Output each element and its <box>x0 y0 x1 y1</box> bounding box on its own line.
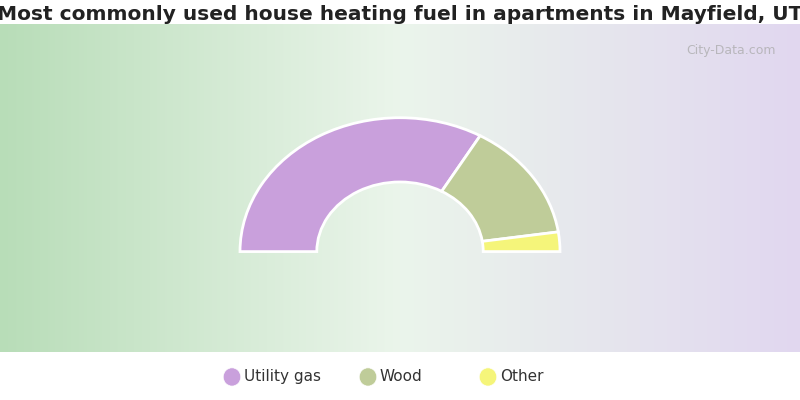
Wedge shape <box>442 136 558 241</box>
Text: Other: Other <box>500 370 543 384</box>
Wedge shape <box>482 232 560 252</box>
Text: Wood: Wood <box>380 370 422 384</box>
Ellipse shape <box>479 368 497 386</box>
Text: Most commonly used house heating fuel in apartments in Mayfield, UT: Most commonly used house heating fuel in… <box>0 5 800 24</box>
Text: City-Data.com: City-Data.com <box>686 44 776 57</box>
Ellipse shape <box>359 368 377 386</box>
Ellipse shape <box>223 368 241 386</box>
Wedge shape <box>240 118 480 252</box>
Text: Utility gas: Utility gas <box>244 370 321 384</box>
